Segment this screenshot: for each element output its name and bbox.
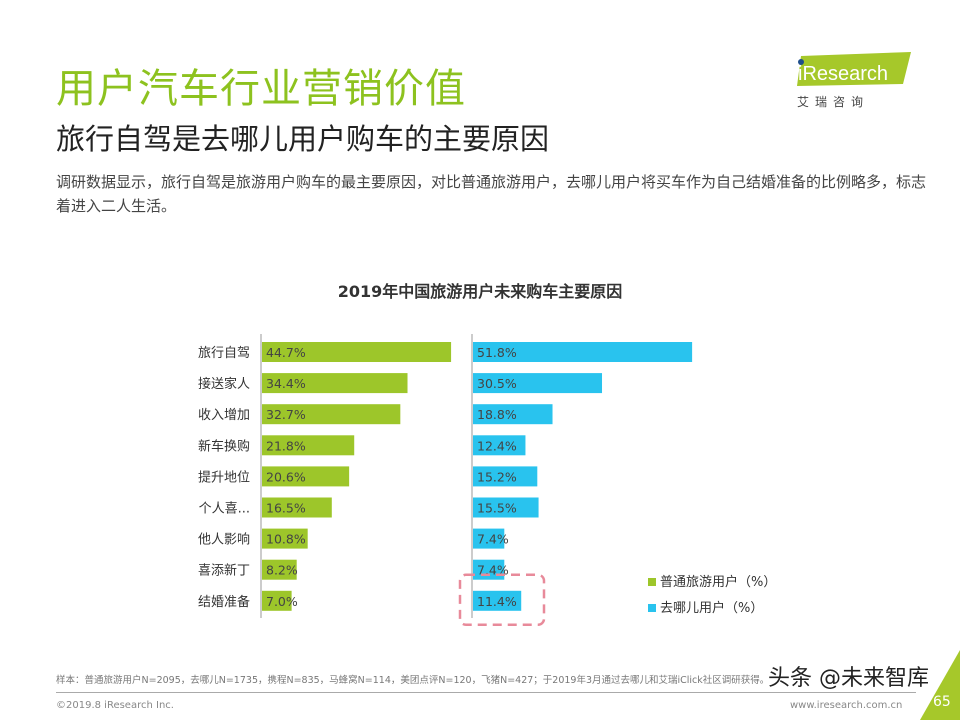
bar <box>262 590 292 611</box>
data-label: 10.8% <box>266 532 306 547</box>
bar <box>262 497 332 518</box>
iresearch-logo: iResearch 艾瑞咨询 <box>797 52 911 109</box>
legend-item-series-0: 普通旅游用户（%） <box>648 571 776 590</box>
highlight-box <box>458 573 546 627</box>
watermark: 头条 @未来智库 <box>768 666 929 691</box>
bar <box>262 373 408 394</box>
page-number: 65 <box>933 694 951 710</box>
data-label: 32.7% <box>266 407 306 422</box>
copyright: ©2019.8 iResearch Inc. <box>56 700 174 711</box>
svg-text:艾瑞咨询: 艾瑞咨询 <box>797 94 869 109</box>
bar <box>473 342 693 362</box>
bar <box>262 466 350 487</box>
website-link[interactable]: www.iresearch.com.cn <box>790 700 903 711</box>
description: 调研数据显示，旅行自驾是旅游用户购车的最主要原因，对比普通旅游用户，去哪儿用户将… <box>56 173 927 215</box>
category-label: 结婚准备 <box>198 594 250 610</box>
data-label: 7.4% <box>477 532 509 547</box>
category-label: 收入增加 <box>198 408 250 423</box>
category-label: 接送家人 <box>198 376 250 392</box>
bar <box>262 435 355 456</box>
chart-title: 2019年中国旅游用户未来购车主要原因 <box>337 282 623 301</box>
page-title: 用户汽车行业营销价值 <box>56 66 466 112</box>
data-label: 16.5% <box>266 501 306 516</box>
bar <box>473 466 538 487</box>
sample-note: 样本：普通旅游用户N=2095，去哪儿N=1735，携程N=835，马蜂窝N=1… <box>56 675 770 686</box>
data-label: 7.0% <box>266 594 298 609</box>
legend-swatch <box>648 578 656 586</box>
legend-swatch <box>648 604 656 612</box>
data-label: 8.2% <box>266 563 298 578</box>
data-label: 30.5% <box>477 376 517 391</box>
divider <box>56 692 916 693</box>
bar <box>262 559 297 580</box>
category-label: 新车换购 <box>198 438 250 454</box>
category-label: 旅行自驾 <box>198 346 250 361</box>
bar <box>473 373 603 394</box>
bar <box>473 497 539 518</box>
category-label: 他人影响 <box>198 532 250 548</box>
bar <box>473 528 505 549</box>
data-label: 21.8% <box>266 438 306 453</box>
category-label: 提升地位 <box>198 469 250 485</box>
legend-item-series-1: 去哪儿用户（%） <box>648 597 763 616</box>
bar-chart: 旅行自驾 44.7% 51.8% 接送家人 34.4% 30.5% 收入增加 32.7% 18.… <box>198 334 693 627</box>
category-label: 喜添新丁 <box>198 563 250 579</box>
data-label: 15.5% <box>477 501 517 516</box>
svg-text:iResearch: iResearch <box>798 63 888 85</box>
bar <box>262 528 308 549</box>
data-label: 44.7% <box>266 345 306 360</box>
category-label: 个人喜... <box>199 502 250 517</box>
data-label: 51.8% <box>477 345 517 360</box>
bar <box>473 435 526 456</box>
legend-label: 去哪儿用户（%） <box>660 601 764 616</box>
data-label: 12.4% <box>477 438 517 453</box>
data-label: 11.4% <box>477 594 517 609</box>
bar <box>262 404 401 425</box>
legend-label: 普通旅游用户（%） <box>660 575 777 590</box>
page-corner-decoration <box>920 650 960 720</box>
data-label: 20.6% <box>266 469 306 484</box>
bar <box>262 342 452 362</box>
data-label: 18.8% <box>477 407 517 422</box>
data-label: 15.2% <box>477 469 517 484</box>
bar <box>473 404 553 425</box>
data-label: 34.4% <box>266 376 306 391</box>
page-subtitle: 旅行自驾是去哪儿用户购车的主要原因 <box>56 122 550 156</box>
bar <box>473 590 522 611</box>
